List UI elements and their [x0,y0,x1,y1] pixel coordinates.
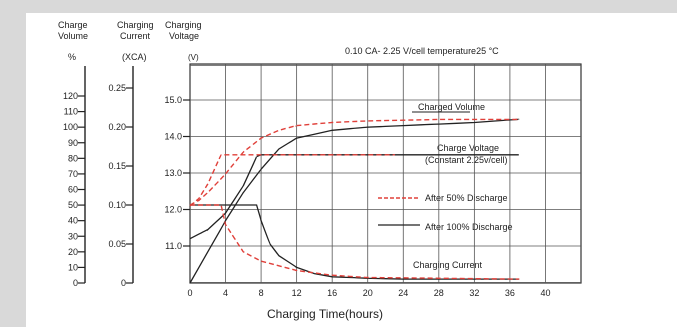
charge-volume-tick-label: 40 [68,216,78,226]
charge-volume-tick-label: 30 [68,231,78,241]
charge-volume-tick-label: 0 [73,278,78,288]
x-tick-label: 28 [434,288,444,298]
legend-label-50: After 50% Discharge [425,193,508,203]
charged-volume-label: Charged Volume [418,102,485,112]
charging-voltage-header-2: Voltage [169,31,199,41]
charge-volume-tick-label: 80 [68,153,78,163]
charging-voltage-tick-label: 15.0 [164,95,182,105]
charge-volume-tick-label: 90 [68,138,78,148]
charge-voltage-label-2: (Constant 2.25v/cell) [425,155,508,165]
charging-voltage-tick-label: 13.0 [164,168,182,178]
x-tick-label: 8 [259,288,264,298]
charging-voltage-unit: (V) [188,53,199,62]
x-tick-label: 40 [540,288,550,298]
charging-voltage-header-1: Charging [165,20,202,30]
charging-current-100pct-curve [190,204,519,280]
x-tick-label: 0 [187,288,192,298]
charging-current-unit: (XCA) [122,52,147,62]
charged-volume-50pct-curve [189,118,519,206]
charge-voltage-50pct-curve [189,154,396,207]
charge-volume-tick-label: 70 [68,169,78,179]
x-axis-label: Charging Time(hours) [267,307,383,321]
charging-voltage-tick-label: 11.0 [165,241,182,251]
charging-current-header-2: Current [120,31,151,41]
x-tick-label: 12 [292,288,302,298]
charge-volume-tick-label: 10 [68,262,78,272]
charge-volume-tick-label: 100 [63,122,78,132]
charging-voltage-tick-label: 14.0 [164,132,182,142]
charging-current-header-1: Charging [117,20,154,30]
charging-current-tick-label: 0.20 [108,122,126,132]
charge-volume-unit: % [68,52,76,62]
x-tick-label: 20 [363,288,373,298]
charged-volume-100pct-curve [189,118,520,284]
x-tick-label: 36 [505,288,515,298]
charge-volume-tick-label: 20 [68,247,78,257]
charge-voltage-label-1: Charge Voltage [437,143,499,153]
charging-current-tick-label: 0.10 [108,200,126,210]
charging-current-label: Charging Current [413,260,483,270]
charge-volume-tick-label: 50 [68,200,78,210]
x-tick-label: 16 [327,288,337,298]
legend-label-100: After 100% Discharge [425,222,513,232]
chart-title: 0.10 CA- 2.25 V/cell temperature25 °C [345,46,499,56]
charging-current-tick-label: 0 [121,278,126,288]
charge-volume-header-2: Volume [58,31,88,41]
x-tick-label: 24 [398,288,408,298]
charge-volume-header-1: Charge [58,20,88,30]
charging-voltage-tick-label: 12.0 [164,205,182,215]
charge-volume-tick-label: 120 [63,91,78,101]
charging-current-tick-label: 0.05 [108,239,126,249]
x-tick-label: 32 [469,288,479,298]
x-tick-label: 4 [223,288,228,298]
charge-volume-tick-label: 60 [68,185,78,195]
charging-current-50pct-curve [190,204,520,280]
charge-volume-tick-label: 110 [64,107,78,117]
charging-current-tick-label: 0.25 [108,83,126,93]
charge-voltage-100pct-curve [189,154,519,240]
charging-current-tick-label: 0.15 [108,161,126,171]
